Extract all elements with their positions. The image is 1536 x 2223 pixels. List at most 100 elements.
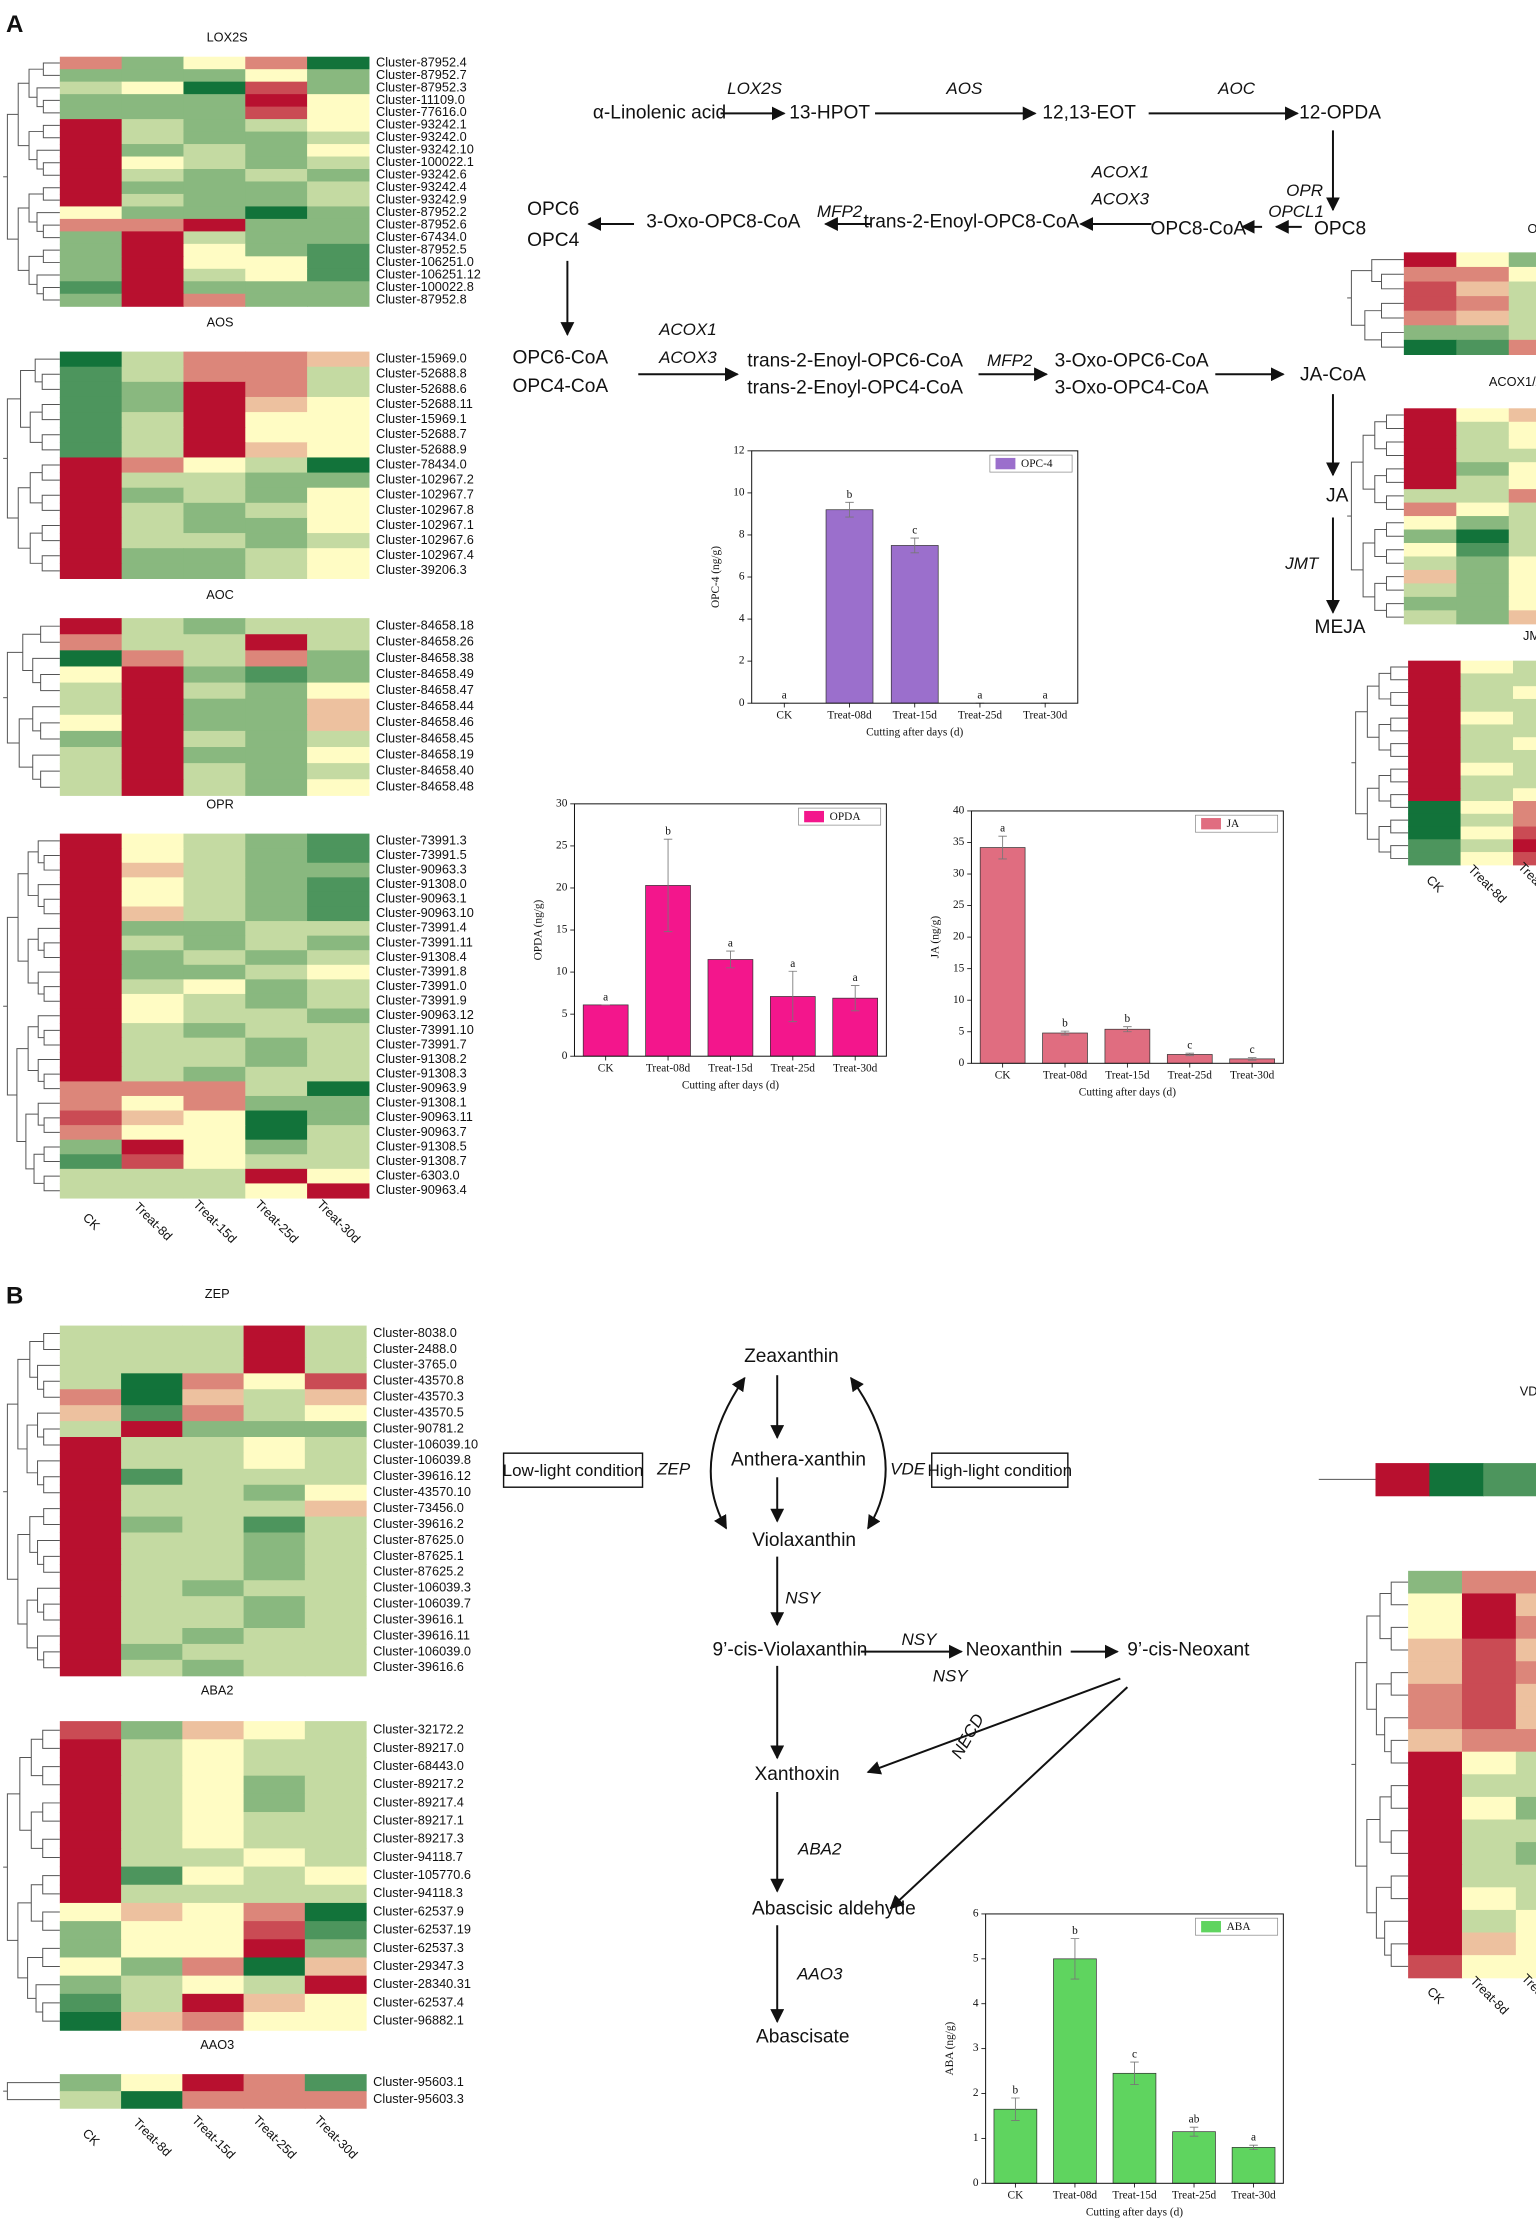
dendrogram-branch (1379, 1796, 1392, 1843)
dendrogram-branch (42, 1838, 60, 1858)
heatmap-cell (1508, 475, 1536, 490)
heatmap-cell (182, 1500, 245, 1518)
heatmap-cell (307, 548, 370, 564)
heatmap-cell (243, 1721, 306, 1740)
heatmap-cell (245, 950, 308, 966)
y-tick-label: 0 (973, 2177, 979, 2189)
heatmap-cell (121, 457, 185, 474)
heatmap-cell (121, 2091, 183, 2109)
heatmap-cell (183, 906, 246, 922)
heatmap-cell (1408, 711, 1462, 726)
heatmap-cell (121, 1628, 183, 1645)
dendrogram-branch (37, 1102, 60, 1126)
heatmap-cell (121, 1548, 183, 1565)
y-tick-label: 5 (959, 1025, 965, 1037)
dendrogram-branch (43, 1333, 60, 1350)
heatmap-cell (1515, 1819, 1536, 1843)
heatmap-cell (245, 563, 308, 580)
row-label: Cluster-73991.4 (376, 920, 467, 935)
heatmap-cell (1461, 1932, 1517, 1956)
heatmap-cell (307, 193, 370, 207)
heatmap-cell (182, 1830, 245, 1849)
heatmap-cell (245, 698, 308, 716)
compound: Violaxanthin (752, 1530, 856, 1551)
dendrogram-branch (1379, 1592, 1392, 1640)
heatmap-cell (304, 1389, 367, 1406)
row-label: Cluster-93242.0 (376, 129, 467, 144)
heatmap-cell (1515, 1729, 1536, 1753)
bar (1104, 1028, 1151, 1064)
dendrogram-branch (6, 651, 23, 744)
heatmap-cell (1461, 1683, 1517, 1708)
dendrogram-branch (29, 532, 43, 564)
heatmap-cell (1460, 762, 1514, 777)
row-label: Cluster-43570.8 (373, 1373, 464, 1388)
heatmap-cell (1456, 408, 1510, 423)
row-label: Cluster-52688.11 (376, 396, 473, 411)
column-label: CK (1424, 1984, 1447, 2007)
row-label: Cluster-91308.5 (376, 1138, 467, 1153)
heatmap-cell (182, 1921, 245, 1940)
heatmap-cell (59, 1939, 122, 1959)
heatmap-cell (243, 1812, 306, 1831)
heatmap-cell (59, 1866, 122, 1886)
heatmap-cell (307, 1023, 370, 1039)
heatmap-cell (243, 1341, 306, 1358)
compound: α-Linolenic acid (593, 102, 726, 123)
heatmap-cell (59, 206, 123, 220)
x-tick-label: Treat-30d (1230, 1070, 1275, 1082)
heatmap-cell (59, 106, 123, 120)
heatmap-cell (121, 281, 185, 295)
heatmap: AAO3 Cluster-95603.1 Cluster-95603.3 CK Trea… (3, 2037, 464, 2162)
heatmap-cell (1508, 281, 1536, 297)
row-label: Cluster-84658.44 (376, 698, 474, 713)
heatmap-cell (307, 381, 370, 398)
error-bar (788, 970, 798, 1023)
heatmap-cell (1460, 724, 1514, 738)
heatmap-cell (59, 1775, 122, 1795)
dendrogram-branch (1390, 1943, 1409, 1967)
row-label: Cluster-102967.1 (376, 517, 474, 532)
heatmap-cell (121, 1023, 185, 1039)
heatmap-cell (183, 935, 246, 951)
x-axis-label: Cutting after days (d) (866, 727, 963, 739)
row-label: Cluster-105770.6 (373, 1867, 471, 1882)
dendrogram-branch (28, 193, 44, 223)
heatmap-cell (245, 1125, 308, 1141)
heatmap-cell (245, 1081, 308, 1097)
heatmap-cell (183, 1110, 246, 1126)
heatmap-cell (245, 351, 308, 368)
heatmap-cell (183, 231, 246, 245)
row-label: Cluster-87952.5 (376, 241, 467, 256)
heatmap-cell (183, 548, 246, 564)
y-tick-label: 30 (953, 868, 965, 880)
row-label: Cluster-90963.1 (376, 891, 467, 906)
heatmap-cell (121, 533, 185, 549)
row-label: Cluster-73991.5 (376, 847, 467, 862)
row-label: Cluster-87952.3 (376, 79, 467, 94)
dendrogram-branch (43, 1029, 60, 1046)
heatmap-cell (183, 1139, 246, 1155)
row-label: Cluster-90963.7 (376, 1124, 467, 1139)
heatmap-cell (304, 1993, 367, 2013)
row-label: Cluster-95603.3 (373, 2091, 464, 2106)
heatmap-cell (183, 533, 246, 549)
heatmap-cell (245, 877, 308, 893)
heatmap-cell (59, 1357, 122, 1374)
significance-letter: b (1013, 2085, 1019, 2097)
heatmap-cell (121, 1902, 183, 1922)
heatmap-cell (121, 666, 185, 684)
heatmap-cell (1408, 1909, 1463, 1934)
heatmap-cell (121, 1848, 183, 1868)
row-label: Cluster-90781.2 (373, 1420, 464, 1435)
heatmap-cell (121, 698, 185, 716)
heatmap-cell (304, 1830, 367, 1849)
heatmap-cell (59, 1921, 122, 1940)
row-label: Cluster-87952.4 (376, 54, 467, 69)
heatmap-cell (121, 193, 185, 207)
heatmap-cell (307, 243, 370, 257)
heatmap-cell (1460, 749, 1514, 764)
heatmap-cell (59, 1612, 122, 1629)
heatmap-cell (1456, 475, 1510, 490)
heatmap-cell (1408, 1661, 1463, 1685)
